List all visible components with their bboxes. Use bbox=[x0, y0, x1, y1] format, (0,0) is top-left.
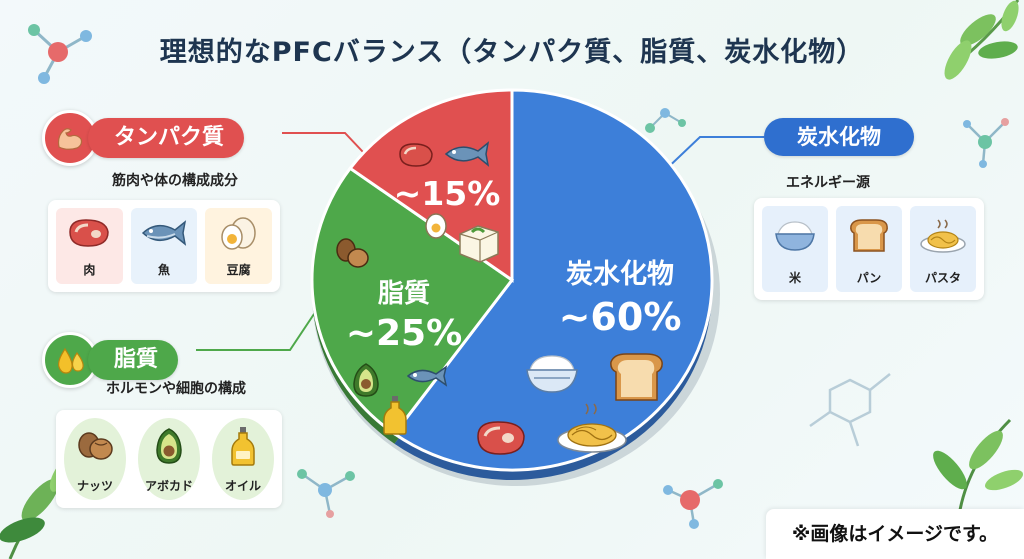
tile-avocado: アボカド bbox=[138, 418, 200, 500]
protein-description: 筋肉や体の構成成分 bbox=[112, 173, 238, 189]
tile-bread: パン bbox=[836, 206, 902, 292]
fish-icon bbox=[139, 208, 189, 257]
leaf-icon bbox=[933, 418, 1023, 510]
carb-label: 炭水化物 bbox=[764, 118, 914, 156]
hexagon-structure-icon bbox=[809, 373, 891, 447]
fat-slice-name: 脂質 bbox=[378, 279, 430, 309]
rice-bowl-icon bbox=[526, 355, 578, 393]
meat-icon bbox=[66, 208, 112, 257]
item-label: 肉 bbox=[83, 263, 96, 277]
tile-rice: 米 bbox=[762, 206, 828, 292]
item-label: オイル bbox=[224, 479, 261, 493]
meat-icon bbox=[477, 421, 525, 455]
bread-icon bbox=[610, 353, 663, 401]
fat-label: 脂質 bbox=[88, 340, 179, 380]
item-label: ナッツ bbox=[76, 479, 113, 493]
fat-slice-percent: ~25% bbox=[346, 313, 462, 354]
tile-nuts: ナッツ bbox=[64, 418, 126, 500]
molecule-icon bbox=[645, 108, 686, 133]
page-title: 理想的なPFCバランス（タンパク質、脂質、炭水化物） bbox=[159, 37, 865, 68]
item-label: パスタ bbox=[924, 271, 961, 285]
item-label: パン bbox=[856, 271, 882, 285]
leaf-icon bbox=[944, 0, 1020, 80]
pasta-icon bbox=[557, 403, 627, 453]
oil-drops-icon bbox=[42, 332, 98, 388]
pasta-icon bbox=[918, 206, 968, 265]
fat-description: ホルモンや細胞の構成 bbox=[106, 381, 246, 397]
oil-bottle-icon bbox=[228, 418, 258, 473]
oil-bottle-icon bbox=[383, 396, 407, 435]
tile-tofu: 豆腐 bbox=[205, 208, 273, 284]
molecule-icon bbox=[663, 479, 723, 529]
carb-items: 米 パン パスタ bbox=[754, 198, 984, 300]
molecule-icon bbox=[963, 118, 1009, 168]
rice-bowl-icon bbox=[772, 206, 818, 265]
protein-slice-percent: ~15% bbox=[394, 174, 501, 213]
fish-icon bbox=[406, 365, 448, 387]
item-label: 豆腐 bbox=[226, 263, 251, 277]
avocado-icon bbox=[353, 363, 379, 397]
tofu-icon bbox=[459, 225, 499, 263]
fat-header: 脂質 bbox=[42, 332, 179, 388]
fat-items: ナッツ アボカド オイル bbox=[56, 410, 282, 508]
protein-label: タンパク質 bbox=[88, 118, 245, 158]
protein-items: 肉 魚 豆腐 bbox=[48, 200, 280, 292]
disclaimer-note: ※画像はイメージです。 bbox=[766, 509, 1024, 559]
avocado-icon bbox=[152, 418, 186, 473]
tile-pasta: パスタ bbox=[910, 206, 976, 292]
carb-description: エネルギー源 bbox=[786, 175, 870, 191]
carb-slice-name: 炭水化物 bbox=[566, 259, 674, 290]
nuts-icon bbox=[336, 238, 369, 268]
tile-fish: 魚 bbox=[130, 208, 198, 284]
molecule-icon bbox=[297, 469, 355, 518]
egg-icon bbox=[425, 213, 447, 239]
nuts-icon bbox=[75, 418, 115, 473]
fish-icon bbox=[444, 141, 490, 167]
item-label: アボカド bbox=[144, 479, 193, 493]
molecule-icon bbox=[28, 24, 92, 84]
meat-icon bbox=[399, 143, 433, 167]
bread-icon bbox=[848, 206, 890, 265]
tile-meat: 肉 bbox=[56, 208, 123, 284]
egg-icon bbox=[219, 208, 259, 257]
carb-slice-percent: ~60% bbox=[559, 295, 682, 339]
item-label: 魚 bbox=[158, 263, 171, 277]
protein-header: タンパク質 bbox=[42, 110, 245, 166]
tile-oil: オイル bbox=[212, 418, 274, 500]
item-label: 米 bbox=[788, 271, 801, 285]
